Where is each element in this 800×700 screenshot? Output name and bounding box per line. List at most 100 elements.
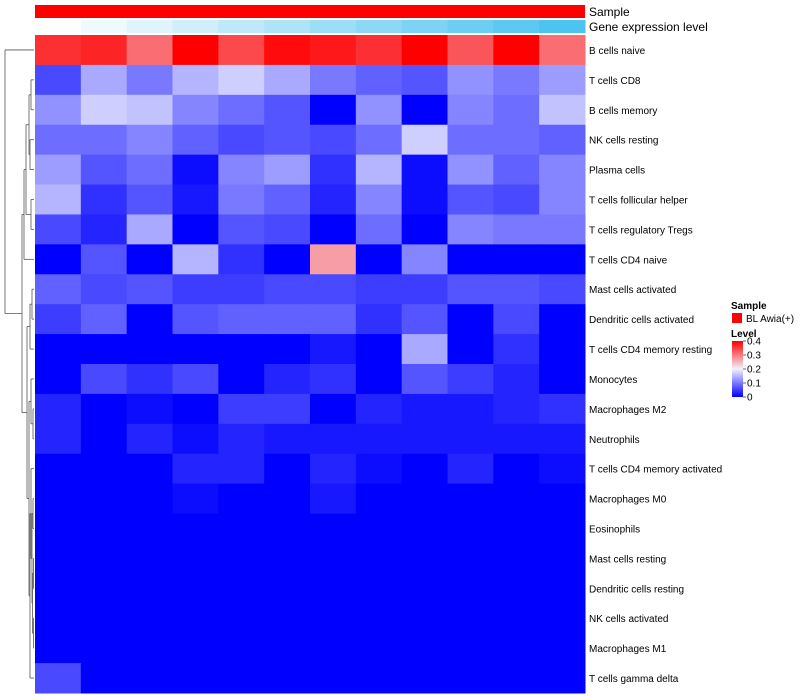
heatmap-cell [218,304,265,335]
heatmap-cell [218,633,265,664]
heatmap-cell [401,483,448,515]
heatmap-cell [172,453,219,485]
heatmap-cell [539,483,586,515]
heatmap-cell [493,483,540,515]
heatmap-cell [218,64,265,96]
heatmap-cell [355,513,403,544]
heatmap-cell [35,64,82,96]
heatmap-cell [355,633,403,664]
heatmap-cell [218,244,265,275]
heatmap-cell [218,94,265,126]
legend-tick-label: 0.4 [747,337,761,348]
row-label: Mast cells activated [589,285,676,296]
heatmap-cell [493,274,540,305]
heatmap-cell [172,364,219,395]
legend-colorbar [732,341,743,397]
heatmap-cell [80,274,128,305]
gene-expression-cell [264,20,311,33]
row-label: Dendritic cells resting [589,584,684,595]
heatmap-cell [80,154,128,186]
legend-tick-label: 0 [747,393,753,404]
heatmap-cell [539,633,586,664]
heatmap-cell [539,274,586,305]
heatmap-cell [264,663,311,694]
heatmap-cell [447,124,494,156]
heatmap-cell [126,393,173,425]
heatmap-cell [539,304,586,335]
gene-expression-cell [80,20,128,33]
heatmap-cell [172,64,219,96]
heatmap-cell [493,423,540,455]
heatmap-cell [126,334,173,365]
heatmap-cell [126,543,173,574]
heatmap-cell [35,603,82,634]
heatmap-cell [264,393,311,425]
heatmap-cell [264,214,311,245]
heatmap-cell [126,184,173,215]
heatmap-cell [355,35,403,66]
heatmap-cell [539,184,586,215]
row-label: Eosinophils [589,525,640,536]
heatmap-cell [447,393,494,425]
heatmap-cell [172,94,219,126]
heatmap-cell [447,214,494,245]
heatmap-cell [126,364,173,395]
heatmap-cell [172,334,219,365]
heatmap-cell [35,543,82,574]
heatmap-cell [35,663,82,694]
row-label: Macrophages M1 [589,644,667,655]
heatmap-cell [493,633,540,664]
heatmap-cell [447,35,494,66]
heatmap-cell [172,184,219,215]
annotation-label-sample: Sample [589,5,630,19]
heatmap-cell [447,543,494,574]
gene-expression-cell [539,20,586,33]
heatmap-cell [35,35,82,66]
heatmap-cell [80,633,128,664]
heatmap-cell [172,603,219,634]
heatmap-cell [447,244,494,275]
heatmap-cell [35,124,82,156]
heatmap-cell [355,423,403,455]
heatmap-cell [355,364,403,395]
heatmap-cell [35,304,82,335]
heatmap-cell [447,633,494,664]
heatmap-cell [355,543,403,574]
heatmap-cell [80,64,128,96]
heatmap-cell [310,304,357,335]
heatmap-cell [80,663,128,694]
heatmap-cell [401,393,448,425]
heatmap-cell [264,543,311,574]
heatmap-cell [539,35,586,66]
heatmap-cell [355,663,403,694]
row-label: T cells gamma delta [589,674,679,685]
heatmap-cell [493,603,540,634]
heatmap-cell [172,214,219,245]
heatmap-cell [264,483,311,515]
heatmap-cell [172,483,219,515]
heatmap-cell [264,64,311,96]
heatmap-cell [310,573,357,604]
heatmap-cell [172,35,219,66]
heatmap-cell [310,393,357,425]
heatmap-cell [264,364,311,395]
heatmap-cell [126,244,173,275]
heatmap-cell [218,573,265,604]
heatmap-cell [80,214,128,245]
heatmap-cell [539,573,586,604]
heatmap-cell [401,184,448,215]
heatmap-cell [126,483,173,515]
legend-tick-label: 0.2 [747,365,761,376]
heatmap-cell [355,64,403,96]
row-label: T cells CD4 memory resting [589,345,712,356]
heatmap-cell [401,543,448,574]
column-annotations [35,5,586,33]
heatmap-cell [126,94,173,126]
heatmap-cell [126,304,173,335]
heatmap-cell [310,184,357,215]
heatmap-cell [35,244,82,275]
heatmap-cell [493,35,540,66]
heatmap-cell [80,603,128,634]
heatmap-cell [355,483,403,515]
legend-ticks: 0.4 0.3 0.2 0.1 0 [743,337,761,404]
